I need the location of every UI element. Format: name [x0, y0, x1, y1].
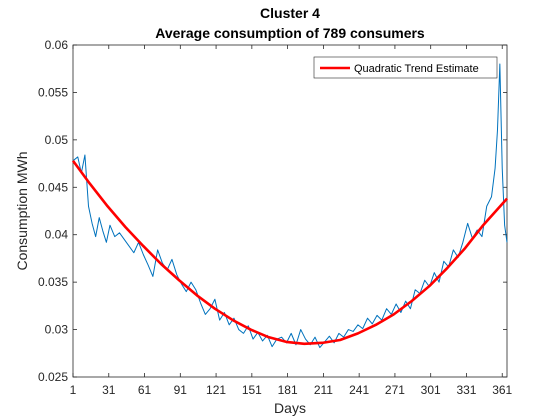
y-tick-label: 0.04	[45, 228, 69, 242]
x-tick-label: 331	[456, 383, 476, 397]
x-tick-label: 121	[206, 383, 226, 397]
y-axis-label: Consumption MWh	[14, 151, 30, 270]
x-tick-label: 181	[278, 383, 298, 397]
x-tick-label: 361	[492, 383, 512, 397]
y-tick-label: 0.05	[45, 133, 69, 147]
x-tick-label: 271	[385, 383, 405, 397]
x-tick-label: 151	[242, 383, 262, 397]
chart-title: Cluster 4	[260, 5, 320, 21]
x-tick-label: 241	[349, 383, 369, 397]
x-tick-label: 301	[421, 383, 441, 397]
y-tick-label: 0.025	[38, 370, 68, 384]
x-tick-label: 1	[70, 383, 77, 397]
chart-subtitle: Average consumption of 789 consumers	[155, 25, 425, 41]
y-tick-label: 0.045	[38, 180, 68, 194]
series-layer	[71, 63, 508, 349]
y-tick-label: 0.03	[45, 323, 69, 337]
y-tick-label: 0.055	[38, 85, 68, 99]
legend-box	[313, 56, 498, 79]
y-tick-label: 0.06	[45, 38, 69, 52]
series-line-trend	[71, 159, 508, 346]
x-tick-label: 211	[314, 383, 333, 397]
x-axis: 1 31 61 91 121 151 181 211 241 271 301 331 361	[70, 45, 513, 397]
y-tick-label: 0.035	[38, 275, 68, 289]
legend-label-trend: Quadratic Trend Estimate	[354, 63, 479, 75]
x-axis-label: Days	[274, 400, 306, 416]
y-axis: 0.025 0.03 0.035 0.04 0.045 0.05 0.055 0.06	[38, 38, 507, 384]
x-tick-label: 91	[174, 383, 188, 397]
x-tick-label: 31	[102, 383, 116, 397]
plot-area	[72, 44, 508, 378]
x-tick-label: 61	[138, 383, 152, 397]
legend: Quadratic Trend Estimate	[313, 56, 498, 79]
